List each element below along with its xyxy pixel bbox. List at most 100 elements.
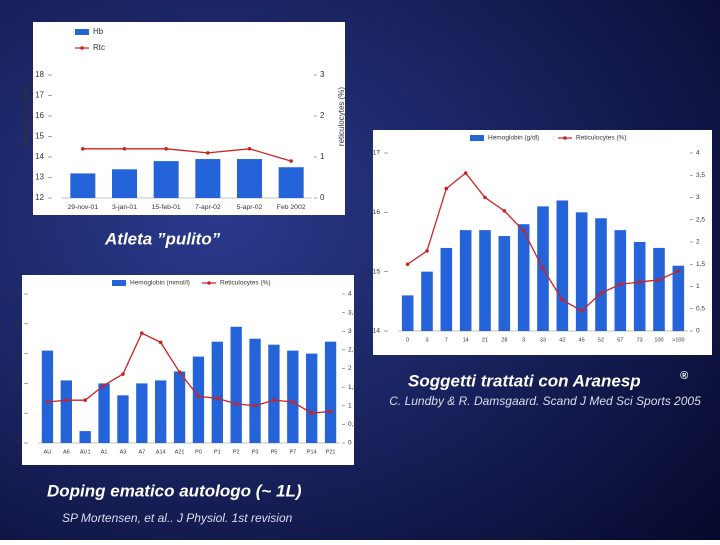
x-tick-label: P7 xyxy=(289,449,296,455)
x-tick-label: 73 xyxy=(637,337,643,343)
legend-swatch xyxy=(112,280,126,286)
point xyxy=(122,147,127,151)
legend-label: Hb xyxy=(93,27,104,36)
y2-tick-label: 1,5 xyxy=(348,384,357,391)
bar xyxy=(324,341,337,443)
x-tick-label: 28 xyxy=(501,337,507,343)
x-tick-label: 15-feb-01 xyxy=(152,204,181,211)
point xyxy=(444,186,449,191)
bar xyxy=(401,295,414,331)
point xyxy=(81,147,85,151)
y2-tick-label: 0 xyxy=(348,440,352,447)
y-tick-label: 18 xyxy=(35,70,44,79)
y-tick-label: 16 xyxy=(35,111,44,120)
bar xyxy=(70,173,96,198)
x-tick-label: 42 xyxy=(559,337,565,343)
legend-label: Reticulocytes (%) xyxy=(220,280,271,287)
bar xyxy=(595,218,607,331)
bar xyxy=(517,224,530,331)
x-tick-label: P0 xyxy=(195,449,202,455)
bar xyxy=(153,161,179,198)
y2-tick-label: 1 xyxy=(320,152,325,161)
x-tick-label: P2 xyxy=(233,449,240,455)
x-tick-label: A1 xyxy=(101,449,108,455)
point xyxy=(291,400,295,404)
bar xyxy=(136,383,148,443)
line xyxy=(47,332,331,414)
y-tick-label: 15 xyxy=(35,132,44,141)
point xyxy=(579,309,584,313)
point xyxy=(247,147,252,151)
bar xyxy=(117,395,129,443)
y-tick-label: 6 xyxy=(16,440,20,447)
x-tick-label: A6 xyxy=(63,449,70,455)
x-tick-label: P5 xyxy=(271,449,278,455)
bar xyxy=(278,167,304,198)
point xyxy=(502,209,507,213)
y2-axis-title: reticulocytes (%) xyxy=(337,87,346,146)
bar xyxy=(653,247,665,331)
point xyxy=(234,402,238,406)
x-tick-label: 100 xyxy=(654,337,663,343)
bar xyxy=(633,242,646,331)
x-tick-label: P14 xyxy=(307,449,317,455)
y2-tick-label: 1,5 xyxy=(696,261,705,268)
bar xyxy=(556,200,569,331)
x-tick-label: A14 xyxy=(156,449,166,455)
legend-marker xyxy=(207,281,211,285)
y2-tick-label: 0,5 xyxy=(696,305,705,312)
y2-tick-label: 0 xyxy=(696,328,700,335)
legend-label: Rtc xyxy=(93,43,105,52)
bar xyxy=(41,350,54,443)
y2-tick-label: 3 xyxy=(320,70,325,79)
y-tick-label: 14 xyxy=(373,328,381,335)
y2-tick-label: 3 xyxy=(696,194,700,201)
point xyxy=(599,291,603,295)
y-tick-label: 14 xyxy=(35,152,44,161)
y2-tick-label: 2 xyxy=(348,365,352,372)
point xyxy=(483,195,487,200)
y2-tick-label: 3,5 xyxy=(348,309,357,316)
x-tick-label: 5-apr-02 xyxy=(237,204,263,211)
bar xyxy=(192,356,205,443)
y2-tick-label: 2,5 xyxy=(696,216,705,223)
point xyxy=(463,171,468,175)
bar xyxy=(479,230,491,331)
caption: Doping ematico autologo (~ 1L) xyxy=(47,481,302,500)
point xyxy=(121,372,125,376)
legend-label: Hemoglobin (mmol/l) xyxy=(130,280,190,287)
legend-swatch xyxy=(75,29,89,35)
legend-swatch xyxy=(470,135,484,141)
point xyxy=(405,262,410,267)
y-tick-label: 9 xyxy=(16,350,20,357)
point xyxy=(158,340,163,345)
y2-tick-label: 3,5 xyxy=(696,172,705,179)
bar xyxy=(155,380,167,443)
point xyxy=(102,383,106,388)
point xyxy=(164,147,168,151)
point xyxy=(215,396,220,401)
x-tick-label: 3 xyxy=(425,337,428,343)
x-tick-label: 0 xyxy=(406,337,409,343)
x-tick-label: A21 xyxy=(175,449,185,455)
point xyxy=(309,411,314,416)
point xyxy=(206,151,210,155)
reference: C. Lundby & R. Damsgaard. Scand J Med Sc… xyxy=(389,394,701,408)
x-tick-label: 3-jan-01 xyxy=(112,204,137,211)
x-tick-label: A7 xyxy=(138,449,145,455)
y-tick-label: 17 xyxy=(373,150,381,157)
bar xyxy=(60,380,72,443)
y-tick-label: 17 xyxy=(35,91,44,100)
x-tick-label: 7-apr-02 xyxy=(195,204,221,211)
point xyxy=(140,331,144,335)
y-tick-label: 16 xyxy=(373,209,381,216)
legend-marker xyxy=(563,136,567,140)
point xyxy=(196,394,201,399)
y2-tick-label: 3 xyxy=(348,328,352,335)
bar xyxy=(268,344,280,443)
bar xyxy=(98,383,110,443)
y-tick-label: 11 xyxy=(13,291,20,298)
y2-tick-label: 1 xyxy=(696,283,700,290)
point xyxy=(657,278,661,282)
